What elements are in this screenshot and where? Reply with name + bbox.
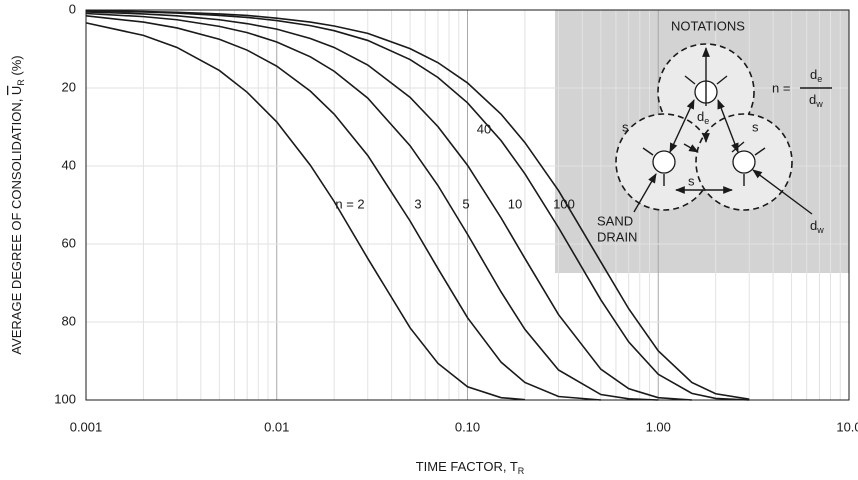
symbol: d: [809, 92, 816, 107]
label-text: TIME FACTOR, T: [416, 459, 518, 474]
x-tick-label: 0.01: [264, 419, 289, 434]
arrow: [669, 99, 695, 153]
curve: [85, 11, 692, 401]
sand-drain: [732, 150, 756, 174]
curve: [85, 9, 750, 401]
curves: n = 2 3 5 10 40 100: [85, 9, 750, 401]
subscript: R: [518, 466, 525, 476]
ratio-numerator: de: [810, 67, 822, 84]
spacing-label: s: [688, 173, 695, 188]
x-tick-label: 10.0: [836, 419, 858, 434]
tick: [684, 75, 696, 85]
ratio-denominator: dw: [809, 92, 823, 109]
y-tick-label: 60: [62, 235, 76, 250]
arrow: [717, 99, 739, 153]
arrow: [731, 141, 745, 153]
inset-title: NOTATIONS: [671, 18, 745, 33]
curve: [85, 12, 659, 401]
arrow: [633, 173, 657, 213]
symbol: d: [697, 109, 704, 124]
subscript: e: [704, 116, 709, 126]
tick: [716, 75, 728, 85]
y-tick-label: 80: [62, 313, 76, 328]
curve-label: 3: [414, 196, 421, 211]
x-tick-label: 0.001: [70, 419, 103, 434]
curve: [85, 22, 525, 401]
y-tick-label: 100: [54, 391, 76, 406]
curve-label: 100: [553, 196, 575, 211]
drain-diameter: dw: [810, 218, 824, 235]
subscript: w: [816, 225, 824, 235]
symbol: U: [9, 86, 24, 95]
curve: [85, 10, 750, 401]
x-tick-label: 1.00: [646, 419, 671, 434]
subscript: R: [16, 79, 26, 86]
ratio-label: n =: [772, 80, 790, 95]
drain-label: DRAIN: [597, 229, 637, 244]
subscript: w: [815, 99, 823, 109]
arrow: [752, 169, 813, 215]
tick: [754, 147, 766, 156]
spacing-label: s: [752, 119, 759, 134]
x-axis-label: TIME FACTOR, TR: [416, 459, 525, 476]
curve: [85, 15, 601, 401]
influence-diameter: de: [697, 109, 709, 126]
sand-drain: [652, 150, 676, 174]
y-tick-label: 40: [62, 157, 76, 172]
axes: TIME FACTOR, TR AVERAGE DEGREE OF CONSOL…: [9, 1, 858, 476]
y-axis-label: AVERAGE DEGREE OF CONSOLIDATION, UR (%): [9, 55, 26, 354]
spacing-label: s: [622, 119, 629, 134]
tick: [642, 147, 654, 156]
plot-frame: [85, 9, 850, 401]
y-tick-label: 0: [69, 1, 76, 16]
unit: (%): [9, 55, 24, 79]
curve-label: n = 2: [335, 196, 364, 211]
x-tick-label: 0.10: [455, 419, 480, 434]
y-tick-label: 20: [62, 79, 76, 94]
notation-diagram: NOTATIONS n = de dw s s s de SAND DRAIN …: [597, 18, 832, 244]
symbol: d: [810, 67, 817, 82]
curve-label: 10: [508, 196, 522, 211]
curve-label: 40: [477, 121, 491, 136]
curve-label: 5: [462, 196, 469, 211]
subscript: e: [817, 74, 822, 84]
drain-label: SAND: [597, 213, 633, 228]
arrow: [683, 143, 699, 153]
symbol: d: [810, 218, 817, 233]
label-text: AVERAGE DEGREE OF CONSOLIDATION,: [9, 95, 24, 355]
